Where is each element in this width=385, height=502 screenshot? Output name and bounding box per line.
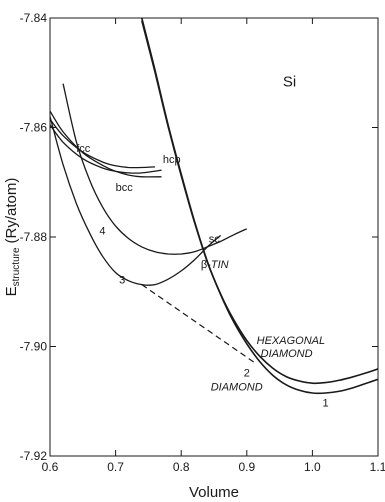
series-label-part: β- (201, 259, 211, 271)
series-label-sc: sc (209, 233, 221, 245)
series-line-hexagonal-diamond (141, 20, 378, 385)
series-line-hcp (50, 124, 162, 174)
y-tick-label: -7.86 (20, 121, 48, 135)
energy-curves (50, 18, 378, 395)
y-axis-title-main: E (3, 286, 20, 296)
point-label: 2 (244, 368, 250, 380)
series-label-diamond: DIAMOND (211, 381, 263, 393)
point-label: 4 (99, 225, 105, 237)
series-label-hexagonal-diamond: HEXAGONAL DIAMOND (257, 335, 325, 360)
x-tick-label: 0.9 (238, 460, 255, 474)
x-tick-label: 1.0 (304, 460, 321, 474)
series-label-part: TIN (211, 259, 229, 271)
point-label: 3 (119, 275, 125, 287)
common-tangent-line (141, 284, 257, 365)
series-line-bcc (50, 110, 162, 178)
y-tick-label: -7.92 (20, 449, 48, 463)
series-line-tin (50, 116, 222, 286)
x-tick-label: 0.6 (42, 460, 59, 474)
series-label-hcp: hcp (163, 154, 181, 166)
series-label-bcc: bcc (116, 182, 134, 194)
series-label-line: HEXAGONAL (257, 335, 325, 347)
series-line-fcc (50, 118, 156, 169)
y-tick-label: -7.84 (20, 11, 48, 25)
x-tick-label: 1.1 (370, 460, 385, 474)
series-label-tin: β-TIN (201, 259, 229, 271)
y-axis: -7.84 -7.86 -7.88 -7.90 -7.92 (20, 11, 378, 463)
x-tick-label: 0.8 (173, 460, 190, 474)
x-axis-title: Volume (189, 484, 239, 501)
point-label: 1 (322, 398, 328, 410)
y-axis-title-unit: (Ry/atom) (3, 178, 20, 244)
x-tick-label: 0.7 (107, 460, 124, 474)
point-annotations: 1 2 3 4 (99, 225, 328, 409)
series-line-sc (62, 83, 248, 255)
y-tick-label: -7.88 (20, 230, 48, 244)
y-axis-title: Estructure (Ry/atom) (3, 178, 22, 297)
y-tick-label: -7.90 (20, 340, 48, 354)
x-axis: 0.6 0.7 0.8 0.9 1.0 1.1 (42, 18, 385, 474)
element-label: Si (283, 73, 296, 90)
y-axis-title-sub: structure (11, 247, 22, 286)
series-label-line: DIAMOND (261, 348, 313, 360)
series-label-fcc: fcc (76, 143, 91, 155)
